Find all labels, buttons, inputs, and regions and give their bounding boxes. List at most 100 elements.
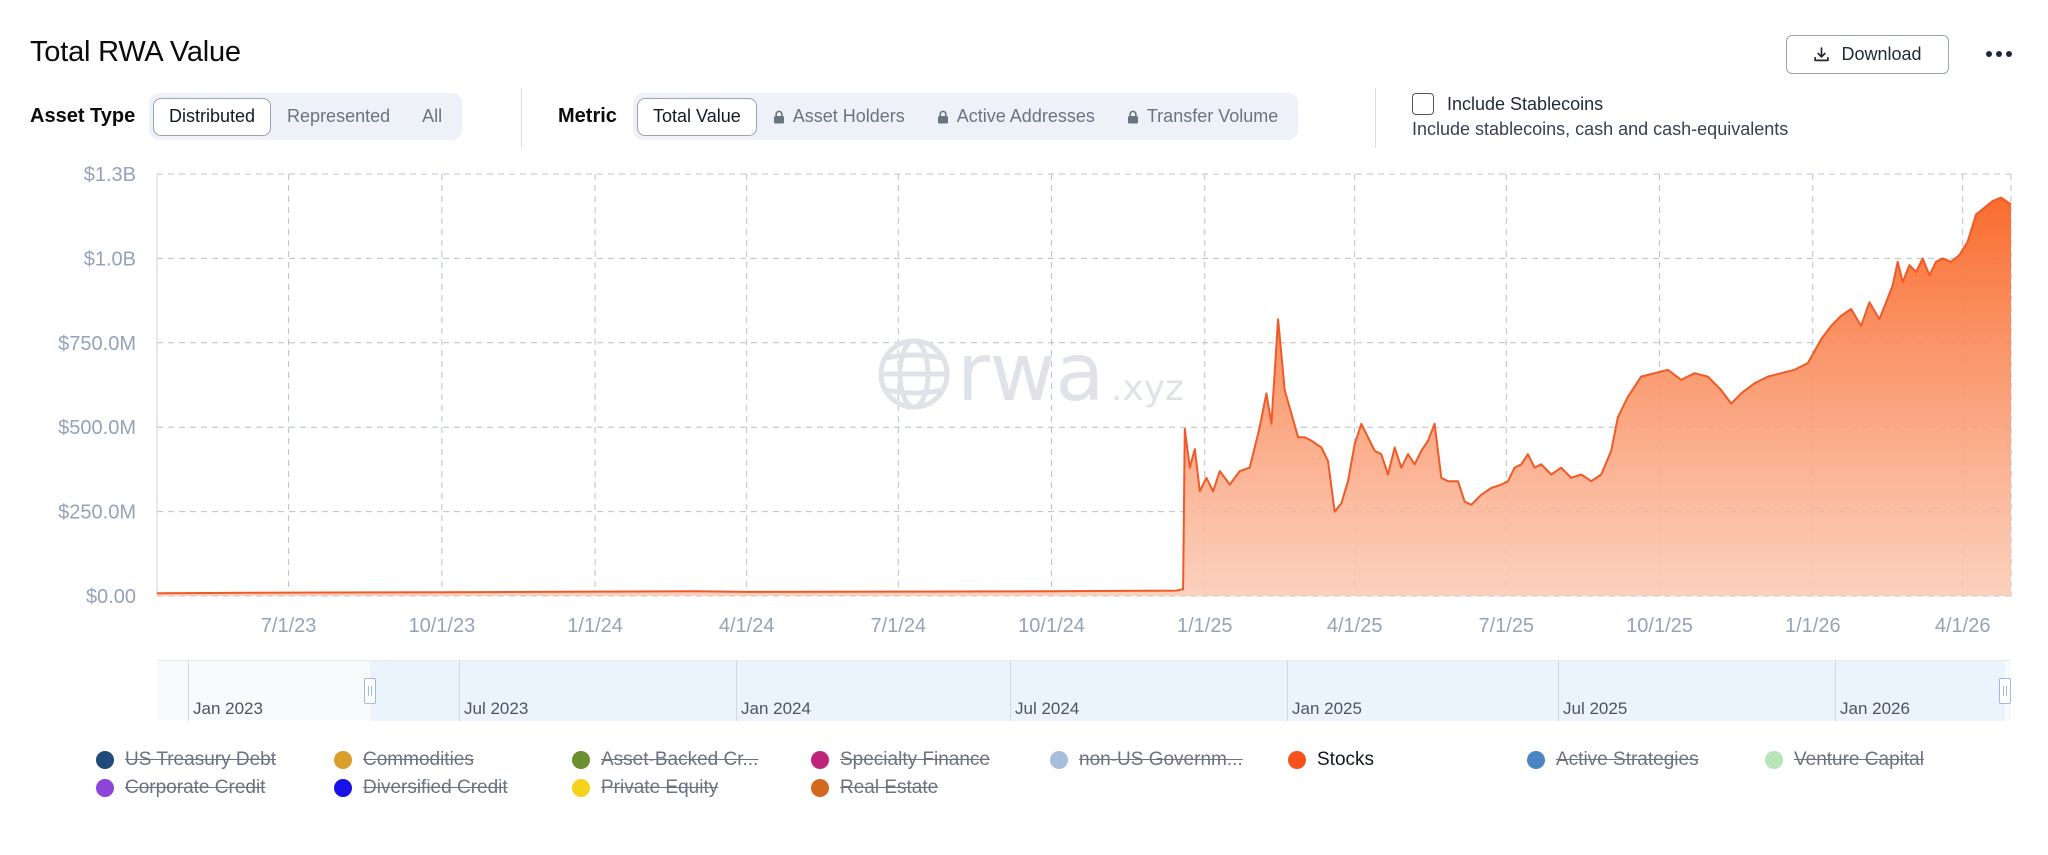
legend-dot bbox=[1050, 751, 1068, 769]
brush-label: Jul 2024 bbox=[1015, 699, 1080, 718]
y-tick-label: $1.0B bbox=[84, 248, 136, 270]
y-axis: $0.00 $250.0M $500.0M $750.0M $1.0B $1.3B bbox=[58, 164, 136, 608]
metric-asset-holders[interactable]: Asset Holders bbox=[757, 98, 921, 136]
download-button[interactable]: Download bbox=[1786, 35, 1949, 74]
brush-tick bbox=[459, 661, 460, 721]
brush-tick bbox=[1287, 661, 1288, 721]
x-tick-label: 7/1/23 bbox=[261, 615, 317, 637]
include-stablecoins-label[interactable]: Include Stablecoins bbox=[1447, 94, 1604, 114]
legend-item-diversified-credit[interactable]: Diversified Credit bbox=[334, 777, 508, 799]
asset-type-represented[interactable]: Represented bbox=[271, 98, 406, 136]
brush-label: Jan 2024 bbox=[741, 699, 811, 718]
x-tick-label: 4/1/26 bbox=[1935, 615, 1991, 637]
metric-total-value-label: Total Value bbox=[653, 106, 741, 126]
chart-series bbox=[156, 196, 2012, 596]
legend-label: Real Estate bbox=[840, 777, 939, 798]
legend-dot bbox=[334, 751, 352, 769]
more-options-icon[interactable] bbox=[1984, 40, 2014, 68]
time-range-brush[interactable]: Jan 2023 Jul 2023 Jan 2024 Jul 2024 Jan … bbox=[157, 660, 2011, 721]
x-tick-label: 4/1/24 bbox=[719, 615, 775, 637]
brush-tick bbox=[188, 661, 189, 721]
x-axis: 7/1/23 10/1/23 1/1/24 4/1/24 7/1/24 10/1/24 1/… bbox=[261, 615, 1991, 637]
x-tick-label: 1/1/25 bbox=[1177, 615, 1233, 637]
legend-label: Diversified Credit bbox=[363, 777, 508, 798]
brush-label: Jul 2023 bbox=[464, 699, 529, 718]
metric-label: Metric bbox=[558, 105, 617, 127]
metric-transfer-volume[interactable]: Transfer Volume bbox=[1111, 98, 1294, 136]
legend-dot bbox=[96, 751, 114, 769]
brush-tick bbox=[1558, 661, 1559, 721]
legend-item-private-equity[interactable]: Private Equity bbox=[572, 777, 718, 799]
legend-label: US Treasury Debt bbox=[125, 749, 276, 770]
series-line-stocks bbox=[156, 196, 2012, 595]
y-tick-label: $500.0M bbox=[58, 417, 136, 439]
brush-tick bbox=[1835, 661, 1836, 721]
legend-label: Corporate Credit bbox=[125, 777, 266, 798]
x-tick-label: 1/1/26 bbox=[1785, 615, 1841, 637]
y-tick-label: $1.3B bbox=[84, 164, 136, 186]
metric-total-value[interactable]: Total Value bbox=[637, 97, 757, 136]
legend-dot bbox=[96, 779, 114, 797]
brush-tick bbox=[736, 661, 737, 721]
legend-item-real-estate[interactable]: Real Estate bbox=[811, 777, 938, 799]
metric-transfer-volume-label: Transfer Volume bbox=[1146, 106, 1279, 126]
metric-active-addresses-label: Active Addresses bbox=[956, 106, 1095, 126]
lock-icon bbox=[937, 110, 948, 123]
y-tick-label: $250.0M bbox=[58, 502, 136, 524]
x-tick-label: 10/1/25 bbox=[1626, 615, 1693, 637]
lock-icon bbox=[773, 110, 784, 123]
legend-dot bbox=[1527, 751, 1545, 769]
legend-item-specialty-finance[interactable]: Specialty Finance bbox=[811, 749, 990, 771]
legend-item-us-treasury-debt[interactable]: US Treasury Debt bbox=[96, 749, 276, 771]
brush-label: Jul 2025 bbox=[1563, 699, 1628, 718]
brush-handle-left[interactable] bbox=[364, 678, 376, 704]
divider bbox=[1375, 88, 1376, 148]
legend-label: Active Strategies bbox=[1556, 749, 1699, 770]
metric-asset-holders-label: Asset Holders bbox=[792, 106, 905, 126]
legend-item-active-strategies[interactable]: Active Strategies bbox=[1527, 749, 1699, 771]
legend-dot bbox=[572, 779, 590, 797]
watermark-text: rwa bbox=[957, 326, 1104, 419]
divider bbox=[521, 88, 522, 148]
watermark-suffix: .xyz bbox=[1111, 368, 1184, 409]
brush-label: Jan 2025 bbox=[1292, 699, 1362, 718]
legend-label: Stocks bbox=[1317, 749, 1375, 770]
x-tick-label: 4/1/25 bbox=[1327, 615, 1383, 637]
x-tick-label: 7/1/24 bbox=[870, 615, 926, 637]
brush-tick bbox=[1010, 661, 1011, 721]
legend-dot bbox=[572, 751, 590, 769]
legend-label: non-US Governm... bbox=[1079, 749, 1243, 770]
metric-toggle: Total Value Asset Holders Active Address… bbox=[633, 93, 1299, 140]
legend-item-corporate-credit[interactable]: Corporate Credit bbox=[96, 777, 265, 799]
legend-label: Private Equity bbox=[601, 777, 719, 798]
legend-item-asset-backed-credit[interactable]: Asset-Backed Cr... bbox=[572, 749, 758, 771]
legend-item-non-us-government[interactable]: non-US Governm... bbox=[1050, 749, 1243, 771]
brush-handle-right[interactable] bbox=[1999, 678, 2011, 704]
asset-type-all[interactable]: All bbox=[406, 98, 458, 136]
lock-icon bbox=[1127, 110, 1138, 123]
legend-dot bbox=[811, 779, 829, 797]
x-tick-label: 1/1/24 bbox=[567, 615, 623, 637]
metric-active-addresses[interactable]: Active Addresses bbox=[921, 98, 1111, 136]
rwa-value-chart[interactable]: rwa .xyz $0.00 $250.0M $500.0M $750.0M $1.0B… bbox=[0, 160, 2048, 660]
legend-label: Specialty Finance bbox=[840, 749, 990, 770]
legend-item-stocks[interactable]: Stocks bbox=[1288, 749, 1374, 771]
download-label: Download bbox=[1841, 44, 1922, 64]
include-stablecoins-checkbox[interactable] bbox=[1412, 93, 1434, 115]
globe-icon bbox=[878, 338, 950, 410]
rwa-watermark: rwa .xyz bbox=[878, 326, 1184, 419]
legend-dot bbox=[811, 751, 829, 769]
legend-label: Asset-Backed Cr... bbox=[601, 749, 759, 770]
y-tick-label: $0.00 bbox=[86, 586, 136, 608]
x-tick-label: 7/1/25 bbox=[1478, 615, 1534, 637]
legend-label: Venture Capital bbox=[1794, 749, 1924, 770]
include-stablecoins-description: Include stablecoins, cash and cash-equiv… bbox=[1412, 119, 1789, 139]
y-tick-label: $750.0M bbox=[58, 333, 136, 355]
legend-label: Commodities bbox=[363, 749, 474, 770]
series-area-stocks bbox=[157, 197, 2011, 596]
legend-item-venture-capital[interactable]: Venture Capital bbox=[1765, 749, 1924, 771]
legend-item-commodities[interactable]: Commodities bbox=[334, 749, 474, 771]
brush-selection[interactable] bbox=[370, 661, 2005, 721]
asset-type-distributed[interactable]: Distributed bbox=[153, 97, 272, 136]
download-icon bbox=[1814, 47, 1830, 62]
